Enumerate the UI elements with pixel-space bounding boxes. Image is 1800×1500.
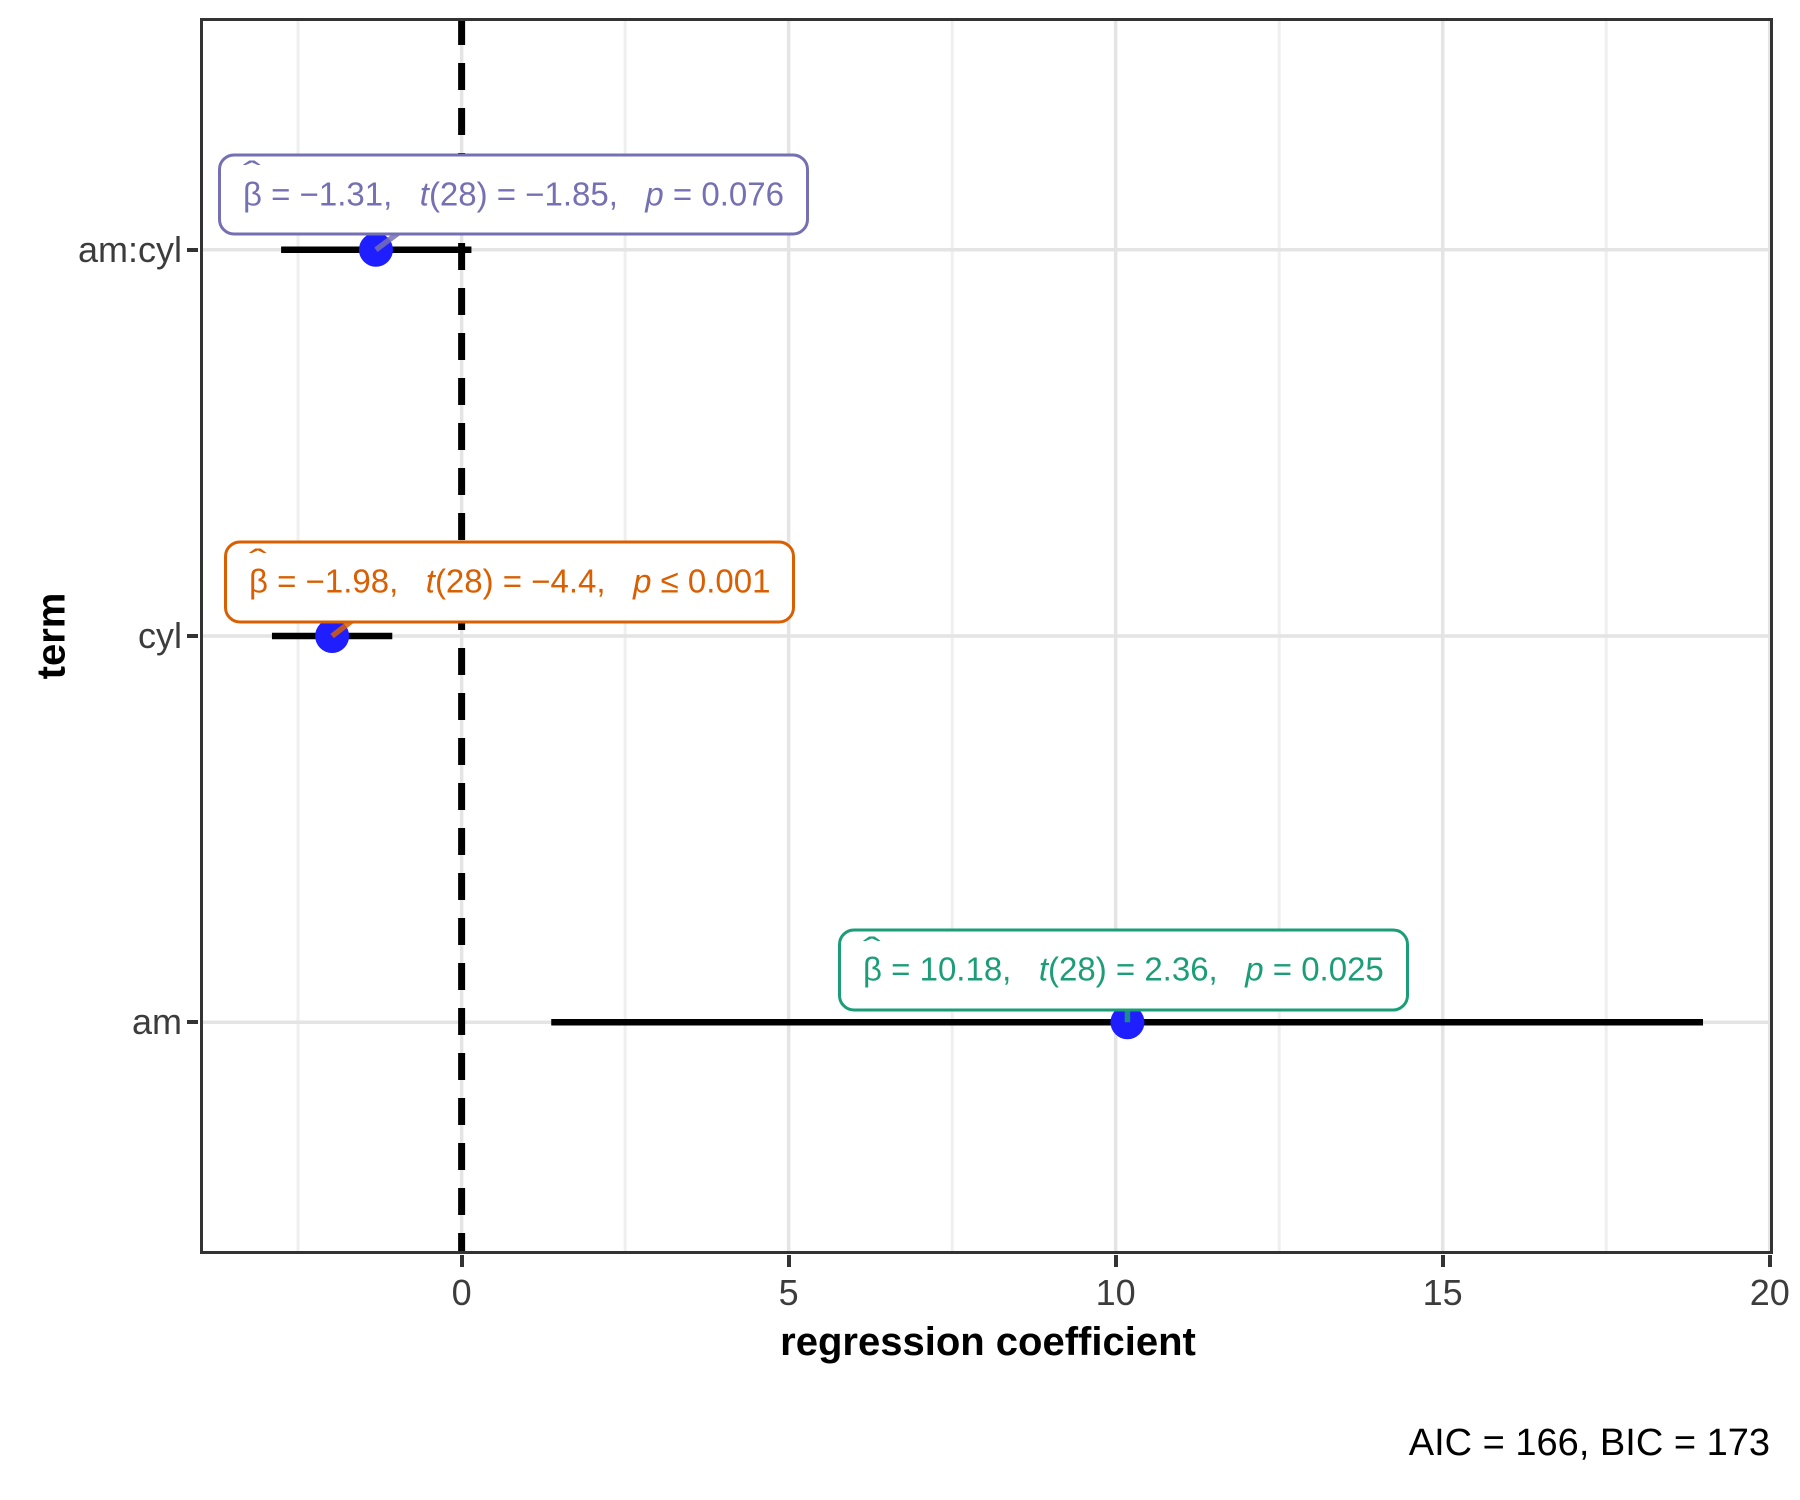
y-axis-title: term [29, 592, 74, 680]
x-tick-label-5: 5 [778, 1272, 799, 1313]
plot-panel: β = −1.31, t(28) = −1.85, p = 0.076β = −… [200, 18, 1773, 1254]
y-tick-label-am:cyl: am:cyl [77, 228, 182, 270]
y-tick-mark [187, 1020, 198, 1025]
x-tick-mark [459, 1255, 464, 1267]
plot-canvas [200, 18, 1773, 1254]
y-tick-label-am: am [131, 1001, 182, 1043]
y-tick-mark [187, 247, 198, 252]
panel-border [200, 18, 1773, 1254]
x-tick-label-10: 10 [1095, 1272, 1136, 1313]
x-tick-mark [1767, 1255, 1772, 1267]
x-tick-mark [1113, 1255, 1118, 1267]
x-tick-label-15: 15 [1422, 1272, 1463, 1313]
x-tick-label-0: 0 [451, 1272, 472, 1313]
model-fit-caption: AIC = 166, BIC = 173 [1408, 1422, 1770, 1464]
x-axis-title: regression coefficient [780, 1320, 1196, 1364]
x-tick-mark [786, 1255, 791, 1267]
x-tick-label-20: 20 [1749, 1272, 1790, 1313]
x-tick-mark [1440, 1255, 1445, 1267]
y-tick-label-cyl: cyl [138, 615, 182, 656]
y-tick-mark [187, 634, 198, 638]
